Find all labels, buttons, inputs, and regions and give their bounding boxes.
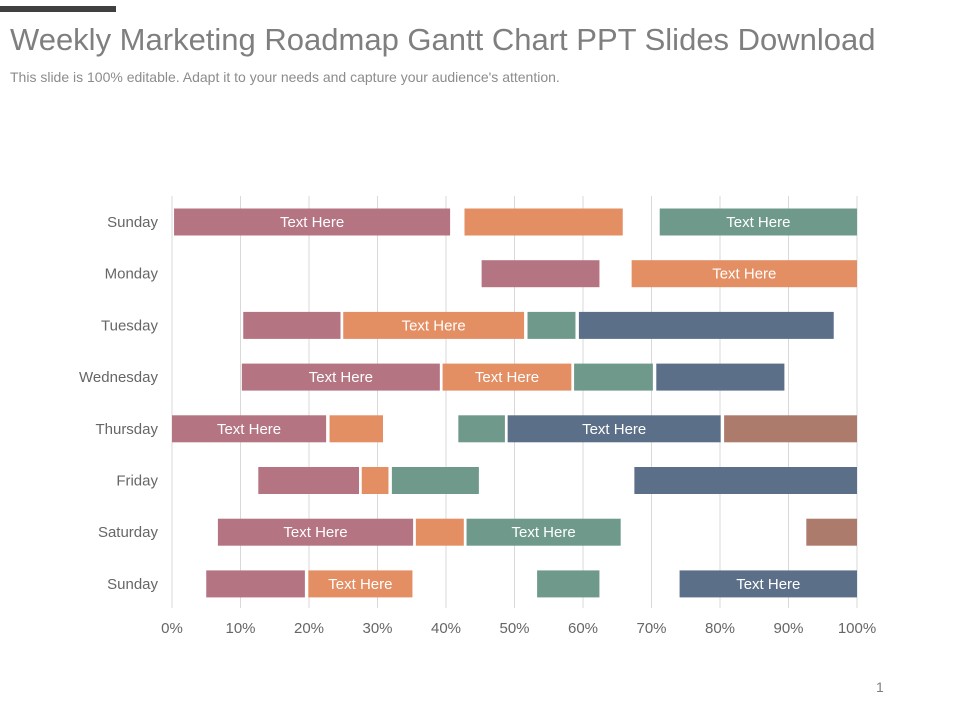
gantt-bar-label: Text Here [712,266,776,283]
gantt-bar-orange [631,260,857,288]
gantt-bar-rose [243,311,341,339]
gantt-bar-label: Text Here [328,576,392,593]
gantt-bar-sage [391,467,479,494]
gantt-bar-orange [442,363,572,391]
x-tick-label: 30% [362,620,392,637]
y-category-label: Thursday [95,421,158,438]
gantt-bar-sage [574,363,653,391]
gantt-bar-sage [527,311,576,339]
y-category-label: Sunday [107,576,158,593]
gantt-bar-label: Text Here [283,524,347,541]
gantt-bar-slate [679,570,857,598]
x-tick-label: 50% [499,620,529,637]
gantt-bar-brown [724,415,857,443]
x-tick-label: 40% [431,620,461,637]
x-tick-label: 0% [161,620,183,637]
y-category-label: Monday [105,266,159,283]
gantt-bar-sage [458,415,505,443]
gantt-bar-rose [206,570,305,598]
gantt-bar-orange [361,467,389,494]
y-category-label: Wednesday [79,369,158,386]
gantt-bar-sage [659,208,857,236]
x-tick-label: 100% [838,620,876,637]
gantt-bar-orange [415,518,464,546]
gantt-bar-rose [217,518,414,546]
gantt-bar-label: Text Here [512,524,576,541]
gantt-bar-label: Text Here [736,576,800,593]
gantt-bar-orange [464,208,623,236]
gantt-bar-rose [174,208,451,236]
x-tick-label: 80% [705,620,735,637]
gantt-bar-label: Text Here [475,369,539,386]
gantt-bar-rose [481,260,600,288]
gantt-bar-slate [634,467,857,494]
gantt-bar-sage [466,518,621,546]
y-category-label: Saturday [98,524,159,541]
gantt-bar-rose [172,415,327,443]
gantt-bar-slate [507,415,721,443]
gantt-bar-label: Text Here [726,214,790,231]
gantt-bar-label: Text Here [582,421,646,438]
gantt-bar-sage [537,570,600,598]
top-accent-bar [0,6,116,12]
gantt-bar-label: Text Here [402,317,466,334]
gantt-bar-rose [258,467,360,494]
x-tick-label: 20% [294,620,324,637]
x-tick-label: 90% [773,620,803,637]
gantt-bar-label: Text Here [217,421,281,438]
gantt-bar-slate [578,311,834,339]
y-category-label: Sunday [107,214,158,231]
gantt-bar-rose [241,363,440,391]
gantt-bar-orange [343,311,525,339]
slide-title: Weekly Marketing Roadmap Gantt Chart PPT… [10,22,876,57]
gantt-bar-brown [806,518,857,546]
y-category-label: Friday [116,473,158,490]
gantt-bar-slate [656,363,785,391]
x-tick-label: 60% [568,620,598,637]
gantt-bar-orange [329,415,383,443]
gantt-bar-label: Text Here [280,214,344,231]
x-tick-label: 10% [225,620,255,637]
gantt-bar-label: Text Here [309,369,373,386]
gantt-bar-orange [308,570,413,598]
page-number: 1 [876,679,884,695]
slide-subtitle: This slide is 100% editable. Adapt it to… [10,69,560,85]
y-category-label: Tuesday [101,317,158,334]
x-tick-label: 70% [636,620,666,637]
